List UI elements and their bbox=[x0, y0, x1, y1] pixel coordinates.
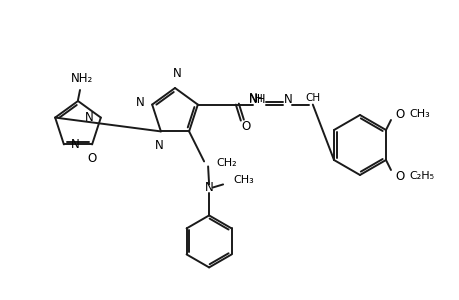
Text: CH₃: CH₃ bbox=[233, 176, 253, 185]
Text: CH₂: CH₂ bbox=[216, 158, 236, 168]
Text: H: H bbox=[254, 94, 262, 103]
Text: N: N bbox=[71, 138, 79, 151]
Text: CH₃: CH₃ bbox=[408, 109, 429, 119]
Text: N: N bbox=[283, 93, 291, 106]
Text: N: N bbox=[204, 181, 213, 194]
Text: O: O bbox=[394, 107, 403, 121]
Text: NH₂: NH₂ bbox=[71, 71, 93, 85]
Text: N: N bbox=[154, 140, 163, 152]
Text: CH: CH bbox=[305, 93, 319, 103]
Text: N: N bbox=[248, 92, 257, 105]
Text: O: O bbox=[394, 169, 403, 182]
Text: N: N bbox=[85, 111, 94, 124]
Text: O: O bbox=[241, 120, 250, 133]
Text: N: N bbox=[135, 96, 144, 109]
Text: C₂H₅: C₂H₅ bbox=[408, 171, 433, 181]
Text: N: N bbox=[172, 67, 181, 80]
Text: NH: NH bbox=[248, 93, 266, 106]
Text: O: O bbox=[87, 152, 96, 165]
